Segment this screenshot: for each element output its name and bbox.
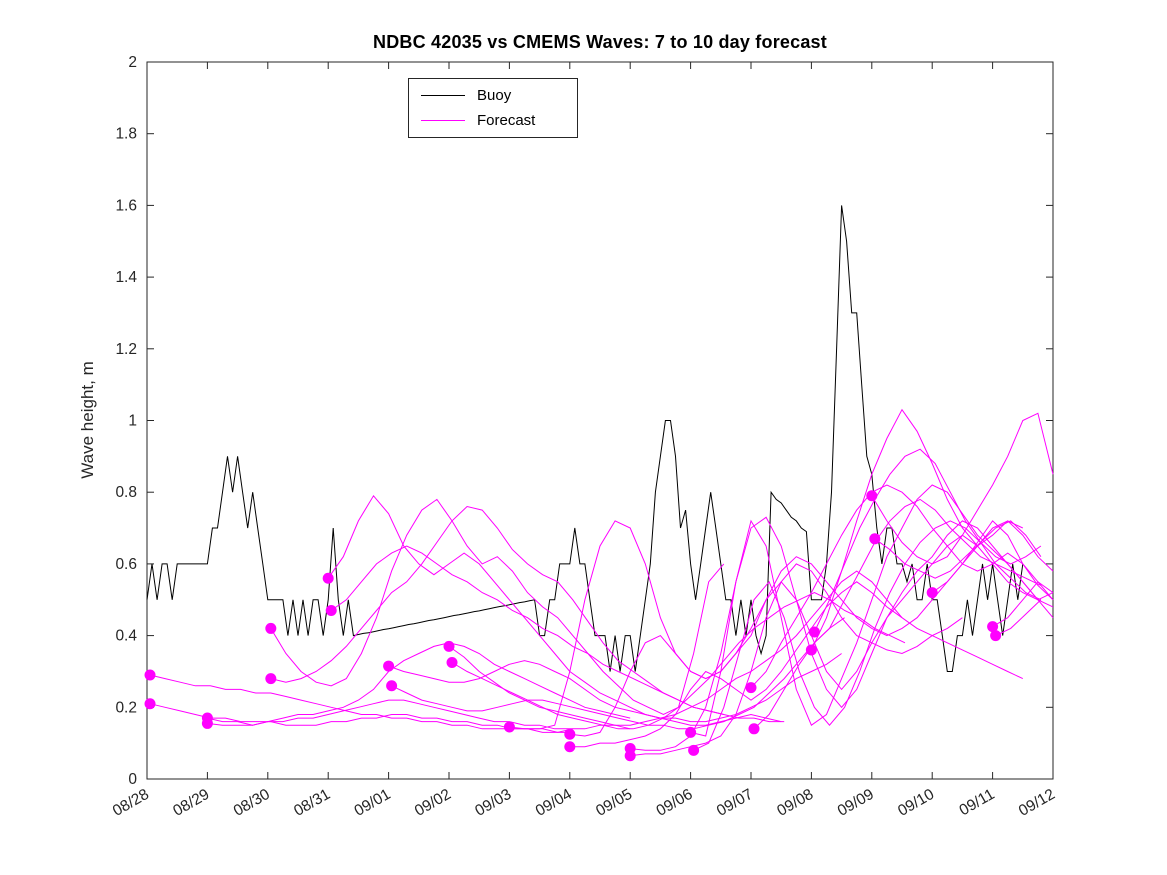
forecast-line [270,505,724,715]
forecast-line [813,448,1042,633]
forecast-start-marker [748,723,760,735]
forecast-line [149,674,573,733]
x-tick-label: 09/04 [533,786,575,820]
y-tick-label: 1.8 [115,126,137,143]
forecast-line [391,617,845,730]
forecast-line [810,408,1054,651]
y-tick-label: 0 [128,771,137,788]
forecast-start-marker [265,622,277,634]
axes-box [146,61,1054,780]
legend-label-buoy: Buoy [477,87,512,104]
forecast-line [630,516,1054,751]
forecast-start-marker [386,680,398,692]
forecast-line [693,520,1042,751]
forecast-line [874,520,1042,579]
forecast-line [270,498,725,716]
legend-item-forecast: Forecast [421,112,565,129]
legend-item-buoy: Buoy [421,87,565,104]
x-tick-label: 09/07 [714,786,756,820]
x-tick-label: 09/09 [835,786,877,820]
y-tick-label: 0.8 [115,484,137,501]
x-tick-label: 09/08 [774,786,816,820]
forecast-start-marker [866,490,878,502]
x-tick-label: 09/12 [1016,786,1058,820]
forecast-line [569,581,1024,748]
chart-title: NDBC 42035 vs CMEMS Waves: 7 to 10 day f… [373,32,827,52]
forecast-line [931,520,1054,601]
y-tick-label: 2 [128,54,137,71]
forecast-line [753,498,1042,730]
x-tick-label: 09/03 [472,786,514,820]
x-tick-label: 09/02 [412,786,454,820]
forecast-line [750,484,1054,688]
y-tick-label: 1.2 [115,341,137,358]
y-tick-label: 1 [128,413,137,430]
forecast-line [992,581,1054,628]
x-tick-label: 09/01 [352,786,394,820]
forecast-start-marker [144,669,156,681]
forecast-line [871,412,1054,565]
buoy-line-sample-icon [421,95,465,96]
forecast-line [569,520,1024,737]
x-tick-label: 08/29 [170,786,212,820]
forecast-start-marker [443,640,455,652]
forecast-line [327,494,782,726]
forecast-start-marker [685,726,697,738]
forecast-line [149,703,573,733]
x-tick-label: 09/10 [895,786,937,820]
x-tick-label: 08/28 [110,786,152,820]
forecast-line [995,599,1042,637]
forecast-start-marker [201,717,213,729]
x-tick-label: 09/11 [957,786,998,820]
forecast-start-marker [805,644,817,656]
forecast-start-marker [990,630,1002,642]
y-tick-label: 0.2 [115,699,137,716]
forecast-start-marker [688,744,700,756]
forecast-start-marker [564,741,576,753]
forecast-line [330,545,785,723]
y-tick-label: 0.4 [115,628,137,645]
forecast-start-marker [564,728,576,740]
forecast-start-marker [869,533,881,545]
forecast-line [509,520,963,730]
y-tick-label: 1.4 [115,269,137,286]
x-tick-label: 08/31 [291,786,333,820]
forecast-line [630,534,1054,757]
x-tick-label: 09/06 [654,786,696,820]
x-tick-label: 09/05 [593,786,635,820]
y-tick-label: 1.6 [115,197,137,214]
y-tick-label: 0.6 [115,556,137,573]
forecast-start-marker [987,621,999,633]
forecast-start-marker [745,682,757,694]
legend: Buoy Forecast [408,78,578,138]
forecast-start-marker [144,698,156,710]
forecast-line [690,484,1054,737]
forecast-start-marker [503,721,515,733]
forecast-start-marker [808,626,820,638]
forecast-start-marker [383,660,395,672]
forecast-line-sample-icon [421,120,465,121]
forecast-line [207,699,631,730]
forecast-start-marker [325,605,337,617]
forecast-line [207,642,631,726]
forecast-start-marker [265,673,277,685]
forecast-start-marker [926,587,938,599]
buoy-line [146,205,1024,672]
forecast-start-marker [624,750,636,762]
legend-label-forecast: Forecast [477,112,536,129]
x-tick-label: 08/30 [231,786,273,820]
forecast-start-marker [446,656,458,668]
forecast-start-marker [322,572,334,584]
